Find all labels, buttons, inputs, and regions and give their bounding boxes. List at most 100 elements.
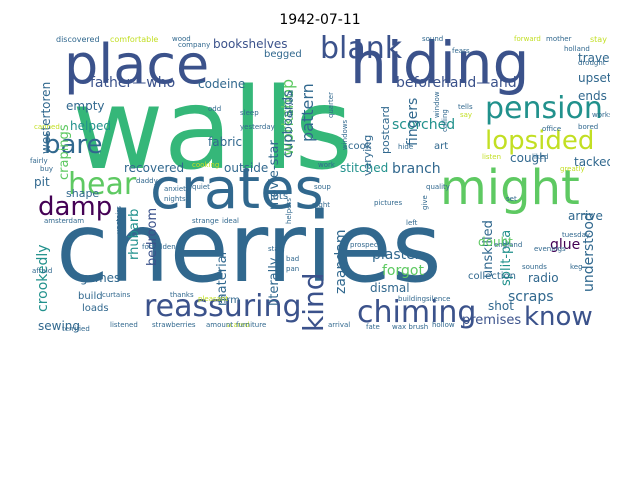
word: shape [66,187,100,200]
word: tells [458,103,473,111]
word: pictures [374,199,403,207]
word: silence [426,295,451,303]
word: listened [110,321,138,329]
word: curtains [102,291,131,299]
word: bedroom [145,207,160,266]
word: outside [224,161,269,175]
word: fabric [208,135,243,149]
word: keg [570,263,583,271]
word: cook [348,141,372,152]
word: collection [468,271,516,282]
word: empty [66,99,105,113]
word: helpers [285,198,293,224]
word: beforehand—and [396,75,517,91]
word: shot [488,299,514,313]
word: start [268,245,285,253]
word: arrive [568,209,603,223]
word: left [406,219,418,227]
word: nights [164,195,186,203]
word: might [440,160,580,216]
word: scraps [508,289,554,305]
word: fairly [30,157,48,165]
word: strawberries [152,321,196,329]
word: father—who [90,75,176,91]
word: terrified [62,325,90,333]
word: window [433,91,441,118]
figure-title: 1942-07-11 [279,12,361,28]
word: hide [398,143,414,151]
word: upstairs [115,205,123,234]
word: ends [578,89,607,103]
word: pension [485,91,603,126]
word: calling [441,109,449,132]
word: wood [172,35,191,43]
word: upsets [578,71,610,85]
word: furniture [236,321,267,329]
word: canned [34,123,60,131]
word: strange [192,217,219,225]
word: amount [206,321,234,329]
word: ideal [222,217,239,225]
word: kind [297,272,330,332]
word: forward [514,35,541,43]
word: zaandam [333,229,349,294]
word: holland [564,45,590,53]
word: prospect [350,241,381,249]
word: tuesday [562,231,591,239]
word: works [592,111,610,119]
word: firm [220,295,240,306]
word: quality [426,183,450,191]
word: forbidden [142,243,176,251]
word: tacked [574,155,610,169]
word: liked [532,153,549,161]
word: art [434,141,449,152]
word: set [506,195,517,203]
word: premises [462,313,522,328]
word: scared [226,321,250,329]
word: buy [40,165,54,173]
word: quiet [192,183,210,191]
word: know [524,302,593,332]
word: sleep [240,109,259,117]
word: wax brush [392,323,429,331]
word: understood [581,212,597,292]
word: bookshelves [213,37,288,51]
word: office [542,125,562,133]
word: radio [528,271,559,285]
word: pit [34,175,50,189]
word: comfortable [110,35,159,44]
word: fate [366,323,380,331]
word: say [460,111,473,119]
word: fingers [405,97,421,146]
word: pattern [298,83,317,142]
word: pan [286,265,300,273]
word: damp [38,192,113,222]
word: postcard [379,106,392,154]
word: branch [392,161,441,177]
word: codeine [198,77,246,91]
word: place [64,34,210,96]
word: afraid [32,267,53,275]
word: stay [590,35,607,44]
word: discovered [56,35,100,44]
word: building [398,295,427,303]
word: reassuring [144,289,302,324]
word: forgot [382,263,424,279]
word: odd [208,105,222,113]
word: loads [82,303,109,314]
word: hiding [350,34,530,97]
word: build [78,291,103,302]
word: helped [70,119,111,133]
word: greatly [560,165,585,173]
word: sounds [522,263,547,271]
word: dismal [370,281,410,295]
word: lots [270,191,289,202]
word: windows [341,119,349,150]
word: mother [546,35,572,43]
word: night [312,201,331,209]
word: work [318,161,335,169]
word: pleasant [198,295,229,303]
word: scorched [392,117,456,133]
word-cloud: walls cherries crates might hiding place… [30,34,610,334]
word: plaster [372,247,421,263]
